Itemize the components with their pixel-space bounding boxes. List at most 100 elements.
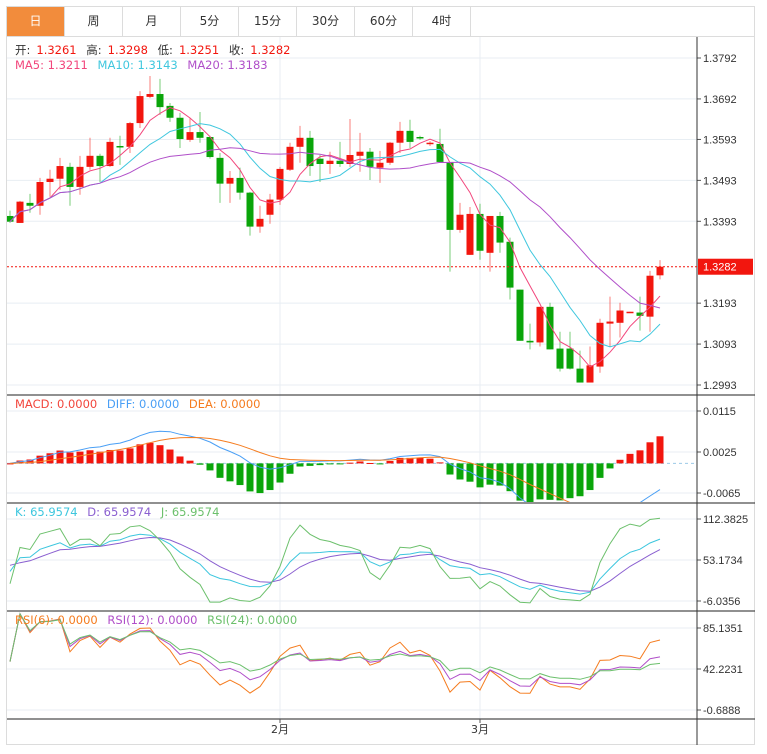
candle-down [246, 192, 254, 227]
macd-bar-positive [656, 436, 664, 464]
x-axis-label: 3月 [471, 723, 489, 736]
macd-bar-positive [126, 448, 134, 464]
candle-down [566, 348, 574, 369]
macd-bar-negative [266, 463, 274, 491]
tab-day[interactable]: 日 [7, 7, 65, 36]
macd-bar-negative [196, 463, 204, 465]
macd-bar-negative [456, 463, 464, 480]
d-line [9, 536, 661, 592]
candle-down [506, 241, 514, 288]
candle-up [386, 142, 394, 163]
macd-bar-negative [536, 463, 544, 500]
macd-bar-positive [106, 449, 114, 464]
x-axis-label: 2月 [271, 723, 289, 736]
rsi-legend: RSI(6): 0.0000 RSI(12): 0.0000 RSI(24): … [15, 613, 303, 627]
candle-up [56, 166, 64, 179]
price-tick-label: 1.3792 [703, 53, 737, 65]
candle-up [376, 162, 384, 168]
macd-bar-negative [506, 463, 514, 492]
k-line [9, 533, 661, 595]
macd-bar-negative [326, 463, 334, 465]
macd-bar-negative [526, 463, 534, 502]
price-tick-label: 1.3593 [703, 134, 737, 146]
k-legend-value: K: 65.9574 [15, 505, 78, 519]
candle-down [446, 161, 454, 230]
candle-up [586, 365, 594, 383]
high-label: 高: [86, 43, 102, 57]
candle-down [236, 177, 244, 193]
candle-up [616, 310, 624, 323]
candle-up [36, 182, 44, 206]
candle-up [656, 266, 664, 276]
macd-bar-negative [556, 463, 564, 501]
macd-bar-positive [86, 450, 94, 464]
macd-bar-negative [226, 463, 234, 482]
candle-down [526, 340, 534, 343]
macd-tick-label: -0.0065 [703, 488, 740, 500]
candle-up [326, 160, 334, 164]
tab-week[interactable]: 周 [65, 7, 123, 36]
macd-bar-negative [276, 463, 284, 483]
candle-down [316, 158, 324, 164]
candle-down [516, 289, 524, 341]
candle-up [126, 123, 134, 147]
candle-up [256, 218, 264, 227]
d-legend-value: D: 65.9574 [87, 505, 152, 519]
candle-up [76, 166, 84, 187]
candle-up [456, 214, 464, 230]
rsi12-line [9, 612, 661, 687]
candle-up [646, 275, 654, 317]
rsi24-line [9, 612, 661, 680]
tab-5min[interactable]: 5分 [181, 7, 239, 36]
ma20-line [9, 147, 661, 309]
rsi-tick-label: -0.6888 [703, 705, 740, 717]
candle-down [436, 143, 444, 162]
tab-15min[interactable]: 15分 [239, 7, 297, 36]
rsi24-legend-value: RSI(24): 0.0000 [207, 613, 298, 627]
macd-bar-negative [606, 463, 614, 469]
macd-legend: MACD: 0.0000 DIFF: 0.0000 DEA: 0.0000 [15, 397, 266, 411]
macd-bar-positive [416, 457, 424, 464]
tab-month[interactable]: 月 [123, 7, 181, 36]
macd-bar-positive [356, 461, 364, 464]
macd-bar-negative [586, 463, 594, 491]
tab-4hour[interactable]: 4时 [413, 7, 471, 36]
rsi-tick-label: 42.2231 [703, 664, 743, 676]
ma5-line [9, 107, 661, 368]
macd-bar-negative [316, 463, 324, 466]
candle-up [626, 311, 634, 314]
close-value: 1.3282 [250, 43, 291, 57]
macd-bar-positive [66, 452, 74, 464]
candle-up [86, 155, 94, 167]
price-tick-label: 1.3093 [703, 339, 737, 351]
candle-down [156, 94, 164, 108]
tab-60min[interactable]: 60分 [355, 7, 413, 36]
macd-bar-negative [286, 463, 294, 474]
candle-up [486, 215, 494, 253]
candle-up [396, 130, 404, 143]
macd-bar-positive [146, 442, 154, 464]
macd-bar-positive [346, 462, 354, 464]
macd-bar-negative [546, 463, 554, 500]
candle-down [26, 202, 34, 206]
macd-bar-positive [646, 442, 654, 464]
candle-down [636, 312, 644, 316]
macd-bar-negative [256, 463, 264, 494]
candle-up [286, 146, 294, 170]
candle-down [406, 130, 414, 142]
candle-up [606, 321, 614, 324]
candle-down [576, 368, 584, 383]
ma10-line [9, 123, 661, 348]
tab-30min[interactable]: 30分 [297, 7, 355, 36]
candle-down [546, 306, 554, 350]
macd-bar-positive [96, 451, 104, 464]
low-value: 1.3251 [178, 43, 220, 57]
candle-up [426, 142, 434, 145]
period-tabs: 日 周 月 5分 15分 30分 60分 4时 [7, 7, 755, 37]
j-legend-value: J: 65.9574 [160, 505, 220, 519]
candle-down [196, 132, 204, 138]
macd-bar-positive [406, 457, 414, 464]
candle-up [186, 132, 194, 140]
dea-legend-value: DEA: 0.0000 [188, 397, 261, 411]
